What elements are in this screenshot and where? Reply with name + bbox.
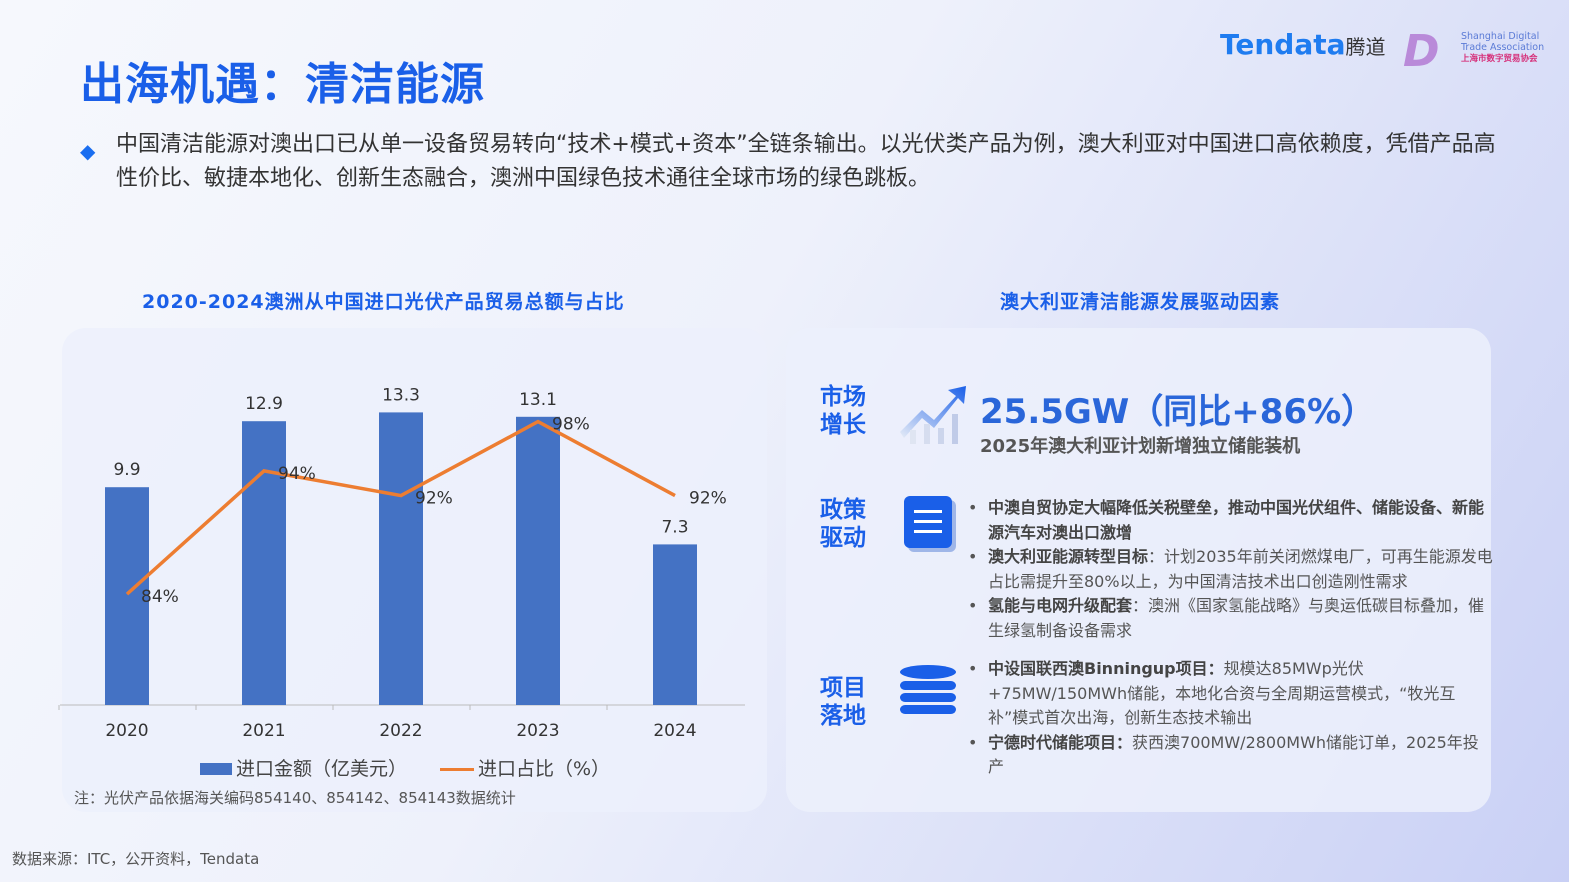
association-logo-icon: D bbox=[1403, 26, 1440, 77]
list-item: 中澳自贸协定大幅降低关税壁垒，推动中国光伏组件、储能设备、新能源汽车对澳出口激增 bbox=[968, 496, 1493, 545]
legend-line: 进口占比（%） bbox=[440, 754, 610, 781]
x-tick-label: 2022 bbox=[379, 721, 422, 741]
association-logo-text: Shanghai Digital Trade Association 上海市数字贸易… bbox=[1461, 31, 1545, 64]
bar-label: 9.9 bbox=[113, 460, 140, 480]
growth-chart-icon bbox=[900, 386, 966, 444]
lead-paragraph: ◆ 中国清洁能源对澳出口已从单一设备贸易转向“技术+模式+资本”全链条输出。以光伏… bbox=[80, 132, 1496, 191]
bar-label: 12.9 bbox=[245, 394, 283, 414]
bar bbox=[516, 416, 560, 705]
line-label: 92% bbox=[689, 489, 727, 509]
bar bbox=[242, 421, 286, 705]
bar bbox=[379, 412, 423, 705]
legend-swatch-bar bbox=[200, 763, 232, 775]
bar-label: 13.1 bbox=[519, 390, 557, 410]
list-item: 氢能与电网升级配套：澳洲《国家氢能战略》与奥运低碳目标叠加，催生绿氢制备设备需求 bbox=[968, 594, 1493, 643]
line-series bbox=[125, 419, 676, 596]
database-icon bbox=[900, 665, 956, 714]
tendata-logo: Tendata腾道 bbox=[1220, 28, 1386, 61]
market-headline: 25.5GW（同比+86%） bbox=[980, 392, 1376, 432]
line-label: 84% bbox=[141, 587, 179, 607]
market-label: 市场 增长 bbox=[820, 384, 866, 438]
policy-list: 中澳自贸协定大幅降低关税壁垒，推动中国光伏组件、储能设备、新能源汽车对澳出口激增… bbox=[968, 496, 1493, 643]
line-label: 94% bbox=[278, 464, 316, 484]
project-label: 项目 落地 bbox=[820, 675, 866, 729]
legend-bar: 进口金额（亿美元） bbox=[200, 754, 407, 781]
document-icon bbox=[904, 496, 956, 552]
chart-note: 注：光伏产品依据海关编码854140、854142、854143数据统计 bbox=[74, 789, 516, 807]
data-source: 数据来源：ITC，公开资料，Tendata bbox=[12, 850, 260, 868]
bar-label: 13.3 bbox=[382, 385, 420, 405]
bar bbox=[653, 544, 697, 705]
bar-label: 7.3 bbox=[661, 517, 688, 537]
x-tick-label: 2021 bbox=[242, 721, 285, 741]
chart-title: 2020-2024澳洲从中国进口光伏产品贸易总额与占比 bbox=[142, 291, 625, 313]
drivers-title: 澳大利亚清洁能源发展驱动因素 bbox=[1000, 291, 1281, 313]
legend-swatch-line bbox=[440, 768, 474, 771]
list-item: 宁德时代储能项目：获西澳700MW/2800MWh储能订单，2025年投产 bbox=[968, 731, 1493, 780]
list-item: 澳大利亚能源转型目标：计划2035年前关闭燃煤电厂，可再生能源发电占比需提升至8… bbox=[968, 545, 1493, 594]
x-tick-label: 2024 bbox=[653, 721, 696, 741]
diamond-bullet-icon: ◆ bbox=[80, 139, 96, 163]
bar bbox=[105, 487, 149, 705]
x-tick-label: 2020 bbox=[105, 721, 148, 741]
list-item: 中设国联西澳Binningup项目：规模达85MWp光伏+75MW/150MWh… bbox=[968, 657, 1493, 731]
x-tick-label: 2023 bbox=[516, 721, 559, 741]
market-subtext: 2025年澳大利亚计划新增独立储能装机 bbox=[980, 436, 1301, 457]
line-label: 98% bbox=[552, 415, 590, 435]
project-list: 中设国联西澳Binningup项目：规模达85MWp光伏+75MW/150MWh… bbox=[968, 657, 1493, 780]
policy-label: 政策 驱动 bbox=[820, 497, 866, 551]
line-label: 92% bbox=[415, 489, 453, 509]
page-title: 出海机遇：清洁能源 bbox=[80, 59, 485, 110]
